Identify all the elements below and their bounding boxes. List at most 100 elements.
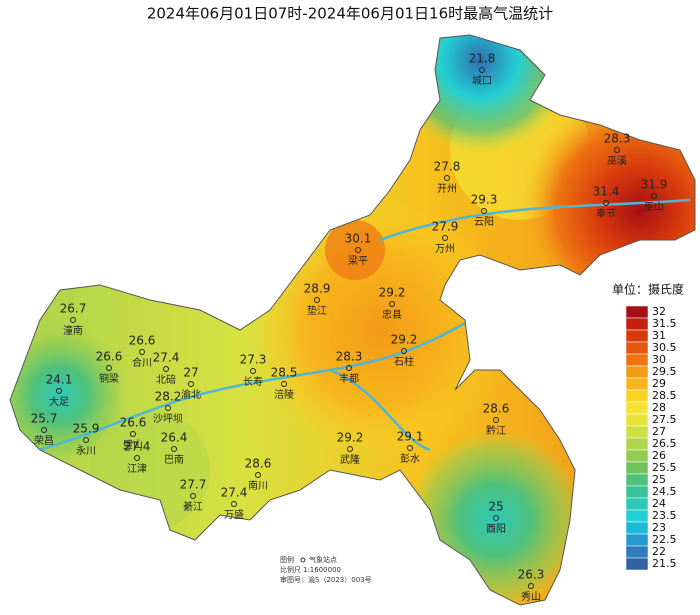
legend-label: 29.5 xyxy=(652,365,677,378)
station-point xyxy=(479,67,485,73)
station-value: 28.6 xyxy=(245,457,272,471)
station-value: 27.9 xyxy=(432,220,459,234)
station-name: 酉阳 xyxy=(486,523,506,535)
legend-swatch xyxy=(625,353,649,367)
station-point xyxy=(250,368,256,374)
station-name: 彭水 xyxy=(400,452,420,465)
station-value: 29.1 xyxy=(397,430,424,444)
station-point xyxy=(255,472,261,478)
station-name: 万州 xyxy=(435,243,455,255)
station-value: 24.1 xyxy=(46,373,73,387)
legend-label: 24.5 xyxy=(652,485,677,498)
map-title: 2024年06月01日07时-2024年06月01日16时最高气温统计 xyxy=(147,5,553,23)
station-name: 万盛 xyxy=(224,508,244,521)
station-point xyxy=(389,301,395,307)
station-name: 荣昌 xyxy=(34,435,54,447)
station-value: 27.3 xyxy=(240,353,267,367)
stations: 21.8 城口 28.3 巫溪 27.8 开州 29.3 云阳 31.4 奉节 31.9 巫山 27.9… xyxy=(31,52,668,604)
station-name: 北碚 xyxy=(156,373,176,386)
legend-swatch xyxy=(625,461,649,475)
station-value: 28.9 xyxy=(304,282,331,296)
station-point xyxy=(493,417,499,423)
station-name: 江津 xyxy=(127,463,147,475)
station-point xyxy=(528,583,534,589)
legend-label: 31.5 xyxy=(652,317,677,330)
legend-swatch xyxy=(625,341,649,355)
legend-swatch xyxy=(625,377,649,391)
station-point xyxy=(70,317,76,323)
station-value: 25 xyxy=(488,500,503,514)
station-name: 奉节 xyxy=(596,207,616,220)
station-value: 29.2 xyxy=(337,431,364,445)
station-name: 黔江 xyxy=(486,424,506,437)
station-point xyxy=(281,381,287,387)
legend-swatch xyxy=(625,509,649,523)
station-point xyxy=(41,427,47,433)
station-value: 25.7 xyxy=(31,412,58,426)
footer: 图例 气象站点 比例尺 1:1600000 审图号：渝S（2023）003号 xyxy=(280,555,372,584)
station-name: 涪陵 xyxy=(274,388,294,401)
station-name: 永川 xyxy=(76,444,96,457)
station-point xyxy=(481,208,487,214)
station-value: 29.3 xyxy=(471,193,498,207)
station-name: 丰都 xyxy=(339,372,359,385)
station-name: 忠县 xyxy=(382,309,402,321)
station-name: 合川 xyxy=(132,356,152,369)
station-name: 长寿 xyxy=(243,375,263,388)
station-name: 巫溪 xyxy=(607,155,627,167)
legend-swatch xyxy=(625,413,649,427)
station-point xyxy=(83,437,89,443)
legend-label: 28 xyxy=(652,401,666,414)
legend-label: 23.5 xyxy=(652,509,677,522)
legend-label: 22.5 xyxy=(652,533,677,546)
station-value: 25.9 xyxy=(73,422,100,436)
legend-label: 26.5 xyxy=(652,437,677,450)
station-point xyxy=(314,297,320,303)
station-point xyxy=(355,247,361,253)
station-symbol xyxy=(300,557,306,563)
legend-label: 图例 xyxy=(280,555,294,564)
legend-swatch xyxy=(625,317,649,331)
station-name: 秀山 xyxy=(521,591,541,603)
station-point xyxy=(134,455,140,461)
station-value: 27.8 xyxy=(434,160,461,174)
legend-swatch xyxy=(625,533,649,547)
station-value: 28.3 xyxy=(604,132,631,146)
legend-label: 30 xyxy=(652,353,666,366)
station-value: 26.3 xyxy=(518,568,545,582)
station-name: 巴南 xyxy=(164,453,184,466)
station-value: 31.9 xyxy=(641,178,668,192)
station-point xyxy=(346,365,352,371)
station-name: 石柱 xyxy=(394,355,414,368)
station-name: 梁平 xyxy=(348,254,368,267)
station-point xyxy=(190,493,196,499)
legend-label: 32 xyxy=(652,305,666,318)
boundary xyxy=(9,34,696,606)
station-value: 29.2 xyxy=(379,286,406,300)
station-point xyxy=(603,200,609,206)
station-name: 綦江 xyxy=(183,500,203,513)
station-point xyxy=(231,501,237,507)
station-point xyxy=(188,381,194,387)
legend-label: 30.5 xyxy=(652,341,677,354)
legend-swatch xyxy=(625,401,649,415)
station-value: 30.1 xyxy=(345,232,372,246)
station-point xyxy=(493,515,499,521)
station-value: 27.4 xyxy=(153,351,180,365)
station-point xyxy=(165,405,171,411)
station-name: 开州 xyxy=(437,183,457,195)
station-value: 28.5 xyxy=(271,366,298,380)
station-point xyxy=(139,349,145,355)
station-value: 31.4 xyxy=(593,185,620,199)
legend-label: 22 xyxy=(652,545,666,558)
station-point xyxy=(347,446,353,452)
legend-swatch xyxy=(625,305,649,319)
legend-label: 27.5 xyxy=(652,413,677,426)
legend-swatch xyxy=(625,449,649,463)
station-label: 气象站点 xyxy=(309,555,337,564)
station-point xyxy=(56,388,62,394)
station-point xyxy=(163,366,169,372)
station-name: 南川 xyxy=(248,479,268,492)
scale: 1:1600000 xyxy=(303,566,341,574)
